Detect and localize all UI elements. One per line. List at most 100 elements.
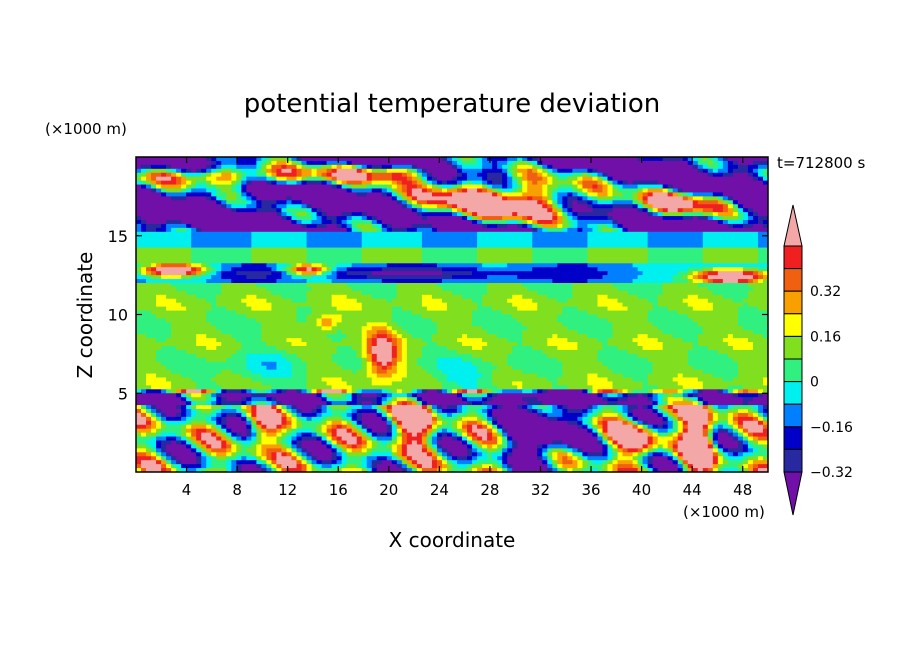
field-cell <box>406 440 413 446</box>
field-cell <box>366 184 388 190</box>
field-cell <box>396 424 403 430</box>
field-cell <box>467 188 478 194</box>
field-cell <box>136 275 147 280</box>
field-cell <box>196 468 202 472</box>
field-cell <box>381 365 388 371</box>
field-cell <box>361 389 383 394</box>
field-cell <box>457 180 463 186</box>
field-cell <box>136 231 192 237</box>
field-cell <box>757 464 768 469</box>
field-cell <box>266 180 273 186</box>
field-cell <box>411 456 433 461</box>
field-cell <box>607 318 649 323</box>
field-cell <box>141 216 283 221</box>
field-cell <box>346 464 358 469</box>
field-cell <box>276 279 308 284</box>
field-cell <box>717 216 724 221</box>
field-cell <box>757 416 764 422</box>
field-cell <box>361 338 368 343</box>
field-cell <box>482 448 488 453</box>
field-cell <box>557 172 573 178</box>
field-cell <box>552 192 558 197</box>
field-cell <box>216 192 227 197</box>
field-cell <box>326 436 333 442</box>
field-cell <box>592 412 599 418</box>
field-cell <box>617 452 624 457</box>
field-cell <box>201 172 207 178</box>
field-cell <box>361 346 368 351</box>
field-cell <box>151 448 157 453</box>
field-cell <box>727 405 734 410</box>
field-cell <box>281 389 288 394</box>
field-cell <box>492 405 498 410</box>
field-cell <box>732 452 739 457</box>
field-cell <box>612 184 619 190</box>
field-cell <box>612 334 639 339</box>
field-cell <box>687 353 729 359</box>
field-cell <box>266 298 293 304</box>
field-cell <box>396 192 403 197</box>
field-cell <box>146 424 152 430</box>
field-cell <box>647 231 704 237</box>
field-cell <box>762 456 768 461</box>
field-cell <box>371 176 393 182</box>
field-cell <box>171 326 217 331</box>
field-cell <box>557 220 563 225</box>
field-cell <box>647 196 684 201</box>
field-cell <box>687 389 694 394</box>
field-cell <box>406 373 433 379</box>
field-cell <box>156 357 207 363</box>
field-cell <box>296 460 303 465</box>
field-cell <box>286 436 293 442</box>
field-cell <box>637 342 664 347</box>
field-cell <box>221 330 262 335</box>
field-cell <box>752 330 768 335</box>
field-cell <box>707 168 714 174</box>
field-cell <box>642 196 649 201</box>
field-cell <box>732 346 754 351</box>
field-cell <box>537 409 543 414</box>
field-cell <box>346 334 363 339</box>
field-cell <box>306 294 333 300</box>
field-cell <box>271 180 278 186</box>
field-cell <box>652 440 659 446</box>
field-cell <box>286 267 293 272</box>
field-cell <box>457 389 463 394</box>
field-cell <box>431 412 438 418</box>
field-cell <box>497 468 503 472</box>
field-cell <box>737 393 759 398</box>
field-cell <box>762 424 768 430</box>
field-cell <box>201 448 207 453</box>
field-cell <box>467 208 548 213</box>
field-cell <box>431 448 438 453</box>
field-cell <box>757 243 768 249</box>
field-cell <box>286 212 293 217</box>
field-cell <box>462 397 468 402</box>
field-cell <box>161 184 182 190</box>
field-cell <box>507 160 513 166</box>
field-cell <box>762 172 768 178</box>
field-cell <box>742 389 749 394</box>
field-cell <box>331 424 338 430</box>
field-cell <box>361 365 368 371</box>
field-cell <box>667 306 694 312</box>
field-cell <box>171 322 212 327</box>
field-cell <box>326 216 338 221</box>
field-cell <box>587 460 594 465</box>
field-cell <box>542 204 548 209</box>
field-cell <box>376 369 388 375</box>
field-cell <box>482 294 513 300</box>
field-cell <box>161 420 167 426</box>
field-cell <box>547 180 553 186</box>
field-cell <box>552 208 558 213</box>
field-cell <box>421 397 463 402</box>
field-cell <box>452 428 458 434</box>
field-cell <box>326 393 343 398</box>
field-cell <box>261 381 308 386</box>
field-cell <box>416 393 458 398</box>
field-cell <box>672 428 679 434</box>
field-cell <box>271 468 278 472</box>
field-cell <box>226 452 232 457</box>
field-cell <box>587 168 594 174</box>
field-cell <box>391 180 398 186</box>
